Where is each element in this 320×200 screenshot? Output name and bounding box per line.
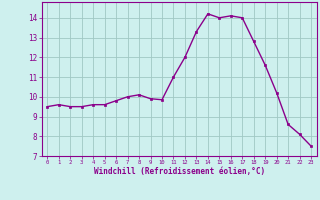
X-axis label: Windchill (Refroidissement éolien,°C): Windchill (Refroidissement éolien,°C)	[94, 167, 265, 176]
